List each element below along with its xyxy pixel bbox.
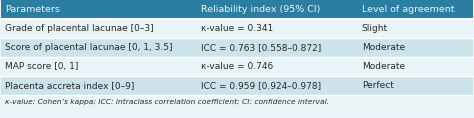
Bar bbox=[197, 38, 358, 57]
Bar bbox=[197, 57, 358, 76]
Bar bbox=[358, 19, 473, 38]
Bar bbox=[358, 38, 473, 57]
Bar bbox=[1, 0, 197, 19]
Text: Slight: Slight bbox=[362, 24, 388, 33]
Text: Moderate: Moderate bbox=[362, 43, 405, 52]
Text: Grade of placental lacunae [0–3]: Grade of placental lacunae [0–3] bbox=[5, 24, 154, 33]
Bar bbox=[358, 0, 473, 19]
Bar bbox=[358, 57, 473, 76]
Text: κ-value = 0.341: κ-value = 0.341 bbox=[201, 24, 273, 33]
Bar bbox=[197, 0, 358, 19]
Text: κ-value: Cohen’s kappa; ICC: intraclass correlation coefficient; CI: confidence : κ-value: Cohen’s kappa; ICC: intraclass … bbox=[5, 98, 329, 105]
Bar bbox=[0, 95, 474, 108]
Bar bbox=[1, 76, 197, 95]
Text: ICC = 0.959 [0.924–0.978]: ICC = 0.959 [0.924–0.978] bbox=[201, 81, 320, 90]
Text: Score of placental lacunae [0, 1, 3.5]: Score of placental lacunae [0, 1, 3.5] bbox=[5, 43, 172, 52]
Text: Parameters: Parameters bbox=[5, 5, 60, 14]
Text: Reliability index (95% CI): Reliability index (95% CI) bbox=[201, 5, 320, 14]
Bar bbox=[1, 57, 197, 76]
Text: κ-value = 0.746: κ-value = 0.746 bbox=[201, 62, 273, 71]
Bar bbox=[197, 76, 358, 95]
Text: ICC = 0.763 [0.558–0.872]: ICC = 0.763 [0.558–0.872] bbox=[201, 43, 321, 52]
Text: MAP score [0, 1]: MAP score [0, 1] bbox=[5, 62, 78, 71]
Text: Level of agreement: Level of agreement bbox=[362, 5, 454, 14]
Bar bbox=[358, 76, 473, 95]
Text: Moderate: Moderate bbox=[362, 62, 405, 71]
Bar bbox=[197, 19, 358, 38]
Text: Placenta accreta index [0–9]: Placenta accreta index [0–9] bbox=[5, 81, 134, 90]
Text: Perfect: Perfect bbox=[362, 81, 393, 90]
Bar bbox=[1, 38, 197, 57]
Bar bbox=[1, 19, 197, 38]
